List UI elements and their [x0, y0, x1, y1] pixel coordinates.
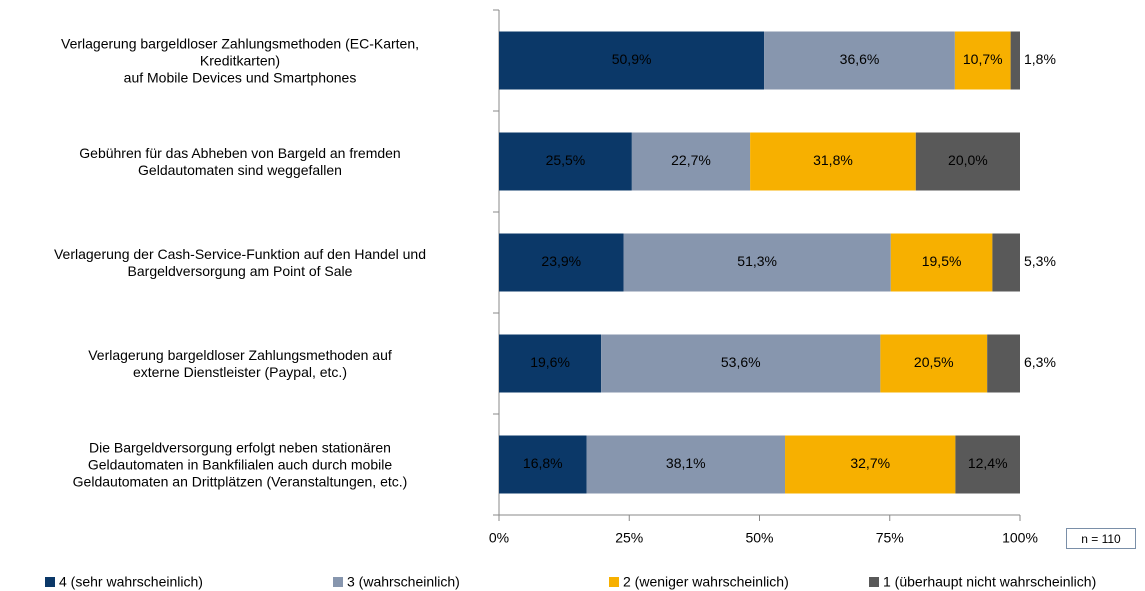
value-label: 50,9% [612, 51, 652, 67]
bar-segment [631, 132, 751, 191]
value-label: 23,9% [541, 253, 581, 269]
value-label: 19,6% [530, 354, 570, 370]
bar-segment [499, 31, 765, 90]
x-tick-label: 50% [745, 530, 773, 546]
value-label: 22,7% [671, 152, 711, 168]
legend-swatch [869, 577, 879, 587]
value-label: 38,1% [666, 455, 706, 471]
bar-segment [955, 435, 1020, 494]
value-label: 12,4% [968, 455, 1008, 471]
legend-swatch [333, 577, 343, 587]
bar-segment [954, 31, 1011, 90]
bar-segment [750, 132, 916, 191]
bar-segment [499, 334, 602, 393]
value-label: 32,7% [850, 455, 890, 471]
bar-segment [880, 334, 988, 393]
value-label: 31,8% [813, 152, 853, 168]
value-label: 53,6% [721, 354, 761, 370]
value-label: 1,8% [1024, 51, 1056, 67]
value-label: 51,3% [737, 253, 777, 269]
legend-label: 2 (weniger wahrscheinlich) [623, 574, 789, 590]
category-label: Verlagerung der Cash-Service-Funktion au… [53, 245, 426, 279]
value-label: 36,6% [840, 51, 880, 67]
bar-segment [992, 233, 1020, 292]
bar-segment [499, 233, 624, 292]
legend-label: 4 (sehr wahrscheinlich) [59, 574, 203, 590]
category-label: Die Bargeldversorgung erfolgt neben stat… [72, 439, 408, 489]
category-label: Gebühren für das Abheben von Bargeld an … [79, 144, 401, 178]
bar-segment [499, 132, 632, 191]
value-label: 16,8% [523, 455, 563, 471]
value-label: 10,7% [963, 51, 1003, 67]
x-tick-label: 75% [876, 530, 904, 546]
value-label: 5,3% [1024, 253, 1056, 269]
bar-segment [499, 435, 587, 494]
bar-segment [586, 435, 786, 494]
value-label: 20,0% [948, 152, 988, 168]
bar-segment [601, 334, 881, 393]
x-tick-label: 0% [489, 530, 509, 546]
value-label: 19,5% [922, 253, 962, 269]
bar-segment [623, 233, 891, 292]
legend-swatch [45, 577, 55, 587]
x-tick-label: 25% [615, 530, 643, 546]
bar-segment [890, 233, 993, 292]
bar-segment [785, 435, 956, 494]
sample-size: n = 110 [1066, 528, 1136, 549]
x-tick-label: 100% [1002, 530, 1038, 546]
value-label: 20,5% [914, 354, 954, 370]
bar-segment [915, 132, 1020, 191]
value-label: 25,5% [546, 152, 586, 168]
bar-segment [1010, 31, 1020, 90]
bar-segment [764, 31, 955, 90]
legend-label: 3 (wahrscheinlich) [347, 574, 460, 590]
value-label: 6,3% [1024, 354, 1056, 370]
bar-segment [987, 334, 1020, 393]
legend-swatch [609, 577, 619, 587]
category-label: Verlagerung bargeldloser Zahlungsmethode… [61, 35, 419, 85]
category-label: Verlagerung bargeldloser Zahlungsmethode… [88, 346, 392, 380]
legend-label: 1 (überhaupt nicht wahrscheinlich) [883, 574, 1096, 590]
